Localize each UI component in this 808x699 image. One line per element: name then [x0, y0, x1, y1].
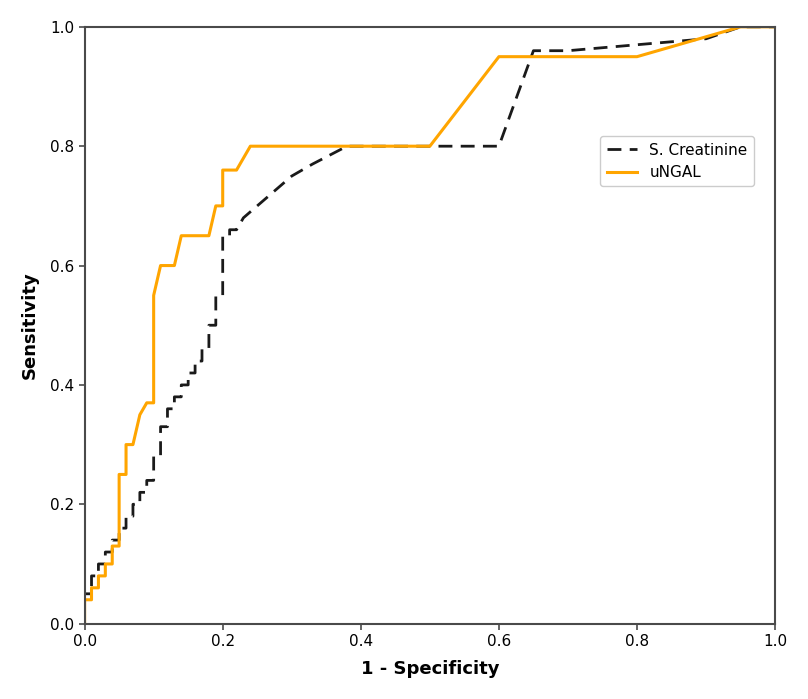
Legend: S. Creatinine, uNGAL: S. Creatinine, uNGAL: [600, 136, 754, 187]
Y-axis label: Sensitivity: Sensitivity: [21, 271, 39, 379]
X-axis label: 1 - Specificity: 1 - Specificity: [360, 660, 499, 678]
